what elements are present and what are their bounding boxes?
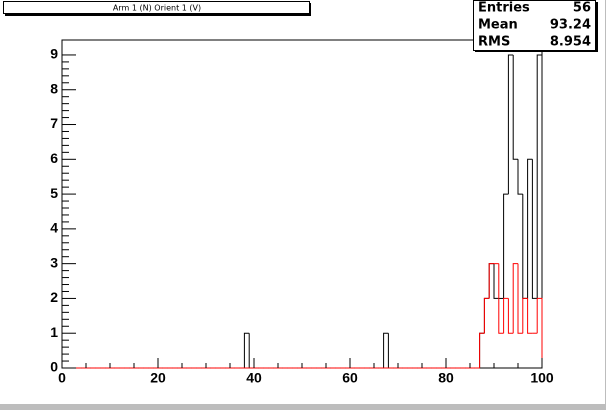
histogram-bin <box>507 54 514 195</box>
histogram-bin <box>536 297 543 368</box>
histogram-bin <box>507 298 514 334</box>
stats: Entries 56 Mean 93.24 RMS 8.954 <box>478 1 591 50</box>
histogram-bin <box>522 297 528 334</box>
histogram-bin <box>498 263 504 334</box>
y-tick-label: 6 <box>50 150 58 166</box>
stats-value: 93.24 <box>550 18 591 33</box>
histogram-bin <box>527 158 533 299</box>
histogram-bin <box>493 263 499 299</box>
stats-box <box>473 0 596 51</box>
x-tick-label: 40 <box>246 370 262 386</box>
x-tick-label: 0 <box>58 370 66 386</box>
stats-label: Entries <box>478 1 530 16</box>
histogram-bin <box>531 159 538 299</box>
stats-value: 8.954 <box>550 35 591 50</box>
x-tick-label: 80 <box>438 370 454 386</box>
x-tick-label: 100 <box>530 370 554 386</box>
x-tick-label: 20 <box>150 370 166 386</box>
histogram-bin <box>243 332 250 368</box>
histogram-bin <box>536 54 543 368</box>
y-tick-label: 5 <box>50 185 58 201</box>
y-tick-label: 3 <box>50 254 58 270</box>
chart-title: Arm 1 (N) Orient 1 (V) <box>113 4 201 13</box>
histogram-bin <box>479 332 485 368</box>
y-tick-label: 2 <box>50 289 58 305</box>
histogram-bin <box>527 298 533 334</box>
y-tick-label: 8 <box>50 80 58 96</box>
histogram-bin <box>503 193 509 299</box>
y-tick-label: 1 <box>50 324 58 340</box>
histogram-bin <box>512 263 518 334</box>
stats-label: RMS <box>478 35 510 50</box>
histogram-bin <box>383 332 389 368</box>
histogram-bin <box>512 54 518 160</box>
histogram-bin <box>517 263 523 334</box>
stats-value: 56 <box>573 1 591 16</box>
title-box <box>3 1 310 14</box>
y-tick-label: 9 <box>50 46 58 62</box>
histogram-bin <box>483 297 490 334</box>
y-tick-label: 0 <box>50 359 58 375</box>
histogram-bin <box>503 297 509 334</box>
histogram-bin <box>517 159 523 195</box>
histogram-bin <box>488 263 494 299</box>
y-tick-label: 4 <box>50 220 58 236</box>
x-tick-label: 60 <box>342 370 358 386</box>
stats-label: Mean <box>478 18 518 33</box>
canvas-border <box>0 404 606 410</box>
y-tick-label: 7 <box>50 115 58 131</box>
